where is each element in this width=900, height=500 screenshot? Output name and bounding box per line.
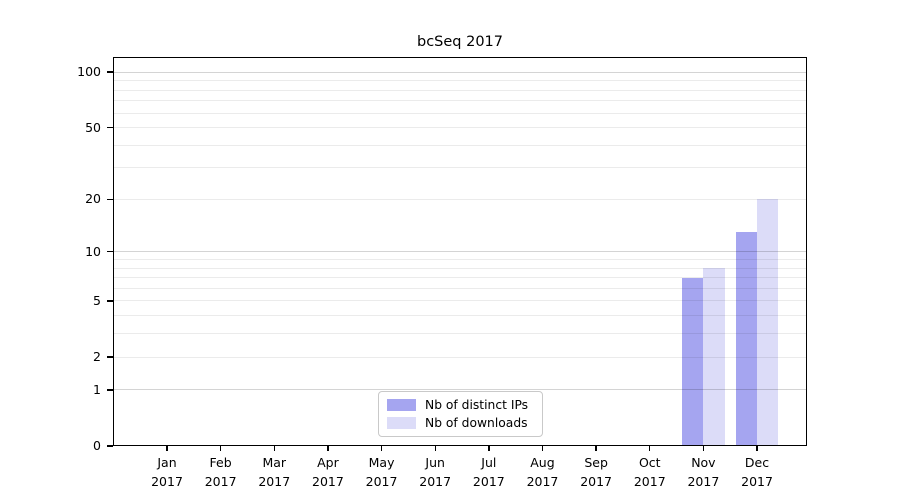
legend-label-downloads: Nb of downloads [425, 416, 528, 430]
y-major-gridline [113, 389, 807, 391]
y-tick-mark [107, 71, 113, 73]
chart-title: bcSeq 2017 [416, 34, 504, 50]
legend-item-downloads: Nb of downloads [387, 415, 534, 431]
y-tick-mark [107, 300, 113, 302]
downloads-swatch [387, 417, 416, 429]
x-tick-label-nov: Nov 2017 [687, 455, 720, 489]
y-tick-mark [107, 356, 113, 358]
y-minor-gridline [113, 112, 807, 114]
x-tick-mark [488, 446, 490, 451]
legend-item-distinct-ips: Nb of distinct IPs [387, 397, 534, 413]
y-tick-label: 50 [85, 119, 101, 135]
y-major-gridline [113, 251, 807, 253]
y-minor-gridline [113, 198, 807, 200]
bar-downloads-dec [757, 199, 779, 446]
y-tick-label: 2 [93, 349, 101, 365]
x-tick-label-jul: Jul 2017 [472, 455, 505, 489]
y-tick-mark [107, 198, 113, 201]
x-tick-mark [756, 446, 758, 451]
y-major-gridline [113, 71, 807, 73]
x-tick-label-feb: Feb 2017 [204, 455, 237, 489]
y-tick-label: 20 [85, 191, 101, 207]
y-minor-gridline [113, 333, 807, 335]
x-tick-label-aug: Aug 2017 [526, 455, 559, 489]
bar-downloads-nov [703, 268, 725, 446]
y-tick-label: 10 [85, 243, 101, 259]
x-tick-mark [595, 446, 597, 451]
y-tick-mark [107, 445, 113, 447]
x-tick-mark [702, 446, 705, 451]
x-tick-mark [380, 446, 383, 451]
distinct-ips-swatch [387, 399, 416, 411]
y-minor-gridline [113, 89, 807, 91]
y-minor-gridline [113, 267, 807, 269]
y-minor-gridline [113, 80, 807, 82]
bar-distinct-ips-nov [682, 277, 704, 446]
y-tick-label: 0 [93, 438, 101, 453]
x-tick-label-jan: Jan 2017 [151, 455, 183, 489]
x-tick-label-may: May 2017 [365, 455, 398, 489]
x-tick-mark [649, 446, 651, 451]
y-tick-label: 100 [77, 64, 101, 80]
y-minor-gridline [113, 277, 807, 279]
y-tick-mark [107, 251, 113, 253]
x-tick-label-oct: Oct 2017 [633, 455, 666, 489]
x-tick-mark [166, 446, 168, 451]
y-minor-gridline [113, 259, 807, 260]
x-tick-label-sep: Sep 2017 [580, 455, 613, 489]
x-tick-mark [273, 446, 275, 451]
legend: Nb of distinct IPs Nb of downloads [378, 391, 543, 437]
x-tick-mark [327, 446, 329, 451]
x-tick-label-dec: Dec 2017 [741, 455, 773, 489]
y-tick-label: 5 [93, 292, 101, 308]
y-minor-gridline [113, 100, 807, 102]
x-tick-label-apr: Apr 2017 [312, 455, 344, 489]
x-tick-mark [434, 446, 436, 451]
y-minor-gridline [113, 356, 807, 358]
legend-label-distinct-ips: Nb of distinct IPs [425, 398, 529, 412]
x-tick-label-jun: Jun 2017 [419, 455, 452, 489]
y-tick-mark [107, 126, 113, 129]
bar-distinct-ips-dec [735, 232, 758, 446]
x-tick-label-mar: Mar 2017 [258, 455, 291, 489]
y-tick-mark [107, 389, 113, 391]
y-minor-gridline [113, 127, 807, 129]
y-tick-label: 1 [93, 381, 101, 397]
y-minor-gridline [113, 315, 807, 317]
x-tick-mark [219, 446, 222, 451]
y-minor-gridline [113, 144, 807, 146]
y-minor-gridline [113, 167, 807, 169]
y-minor-gridline [113, 300, 807, 302]
plot-area [113, 57, 807, 446]
x-tick-mark [541, 446, 544, 451]
y-minor-gridline [113, 287, 807, 289]
